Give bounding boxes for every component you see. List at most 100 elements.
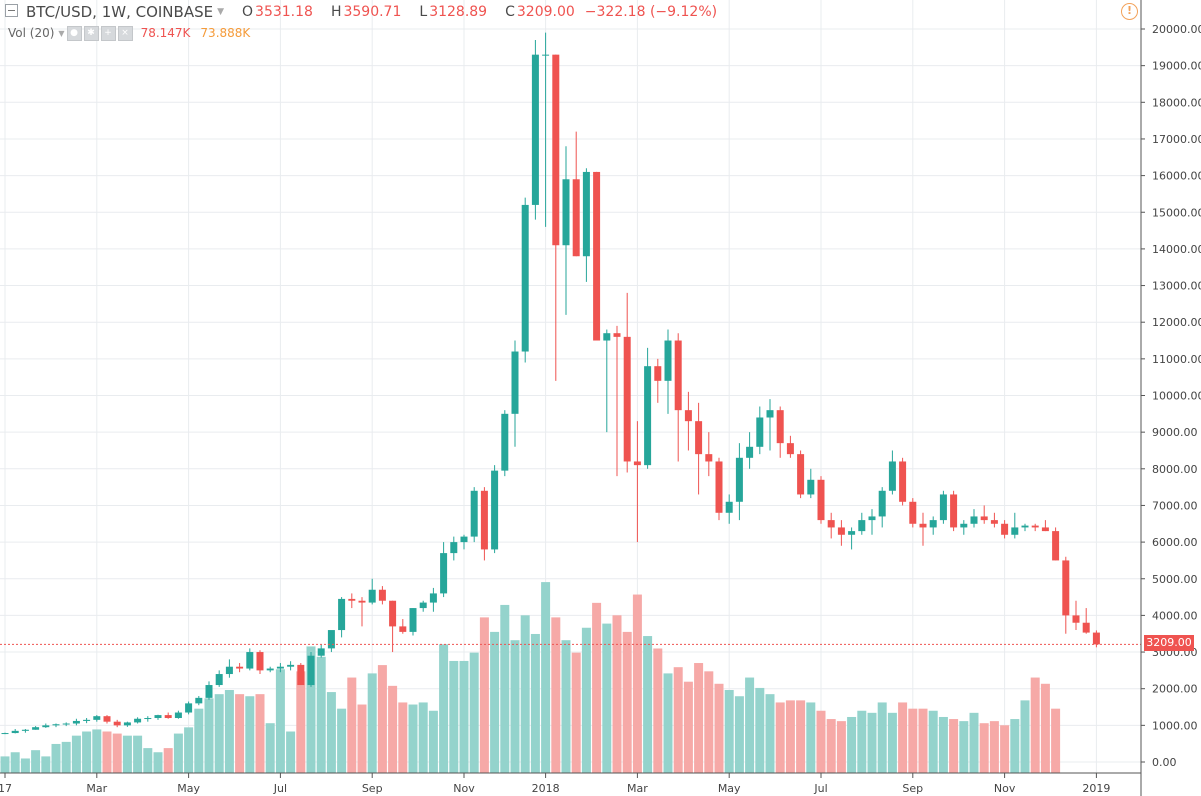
volume-bar: [224, 690, 234, 773]
volume-bar: [337, 708, 347, 773]
volume-bar: [704, 671, 714, 773]
candle-body: [480, 490, 488, 550]
volume-bar: [153, 752, 163, 773]
volume-bar: [571, 652, 581, 773]
y-tick-label: 16000.00: [1152, 170, 1201, 183]
volume-bar: [908, 708, 918, 773]
candle-body: [521, 204, 529, 352]
candle-body: [664, 340, 672, 381]
candle-body: [154, 715, 162, 719]
volume-bar: [612, 615, 622, 773]
volume-bar: [255, 694, 265, 773]
candle-body: [1052, 531, 1060, 561]
y-tick-label: 4000.00: [1152, 609, 1198, 622]
candle-body: [929, 520, 937, 528]
close-icon[interactable]: ×: [117, 25, 133, 41]
volume-bar: [734, 696, 744, 773]
x-tick-label: 2018: [532, 782, 560, 795]
candle-body: [899, 461, 907, 502]
candle-body: [1072, 615, 1080, 623]
volume-bar: [745, 677, 755, 773]
volume-bar: [541, 582, 551, 773]
volume-bar: [286, 731, 296, 773]
candle-body: [52, 724, 60, 726]
candle-body: [960, 523, 968, 528]
symbol-title[interactable]: BTC/USD, 1W, COINBASE: [26, 3, 214, 21]
candle-body: [501, 413, 509, 471]
collapse-legend-button[interactable]: [5, 4, 18, 17]
candle-body: [1092, 632, 1100, 645]
volume-bar: [1020, 700, 1030, 773]
candlesticks: [1, 32, 1100, 735]
candle-body: [837, 527, 845, 535]
x-tick-label: Sep: [362, 782, 383, 795]
volume-bar: [1000, 725, 1010, 773]
candle-body: [450, 542, 458, 554]
volume-bar: [10, 752, 20, 773]
volume-bar: [357, 704, 367, 773]
candle-body: [287, 664, 295, 667]
candle-body: [348, 598, 356, 601]
candle-body: [72, 720, 80, 724]
candle-body: [215, 674, 223, 686]
volume-bar: [184, 727, 194, 773]
candle-body: [1041, 527, 1049, 532]
eye-icon[interactable]: ●: [66, 25, 82, 41]
volume-indicator-name[interactable]: Vol (20): [8, 26, 55, 40]
open-value: 3531.18: [255, 4, 313, 20]
volume-bar: [969, 712, 979, 773]
x-tick-label: Nov: [994, 782, 1016, 795]
volume-bar: [694, 663, 704, 773]
alert-icon[interactable]: !: [1121, 3, 1138, 20]
chevron-down-icon[interactable]: ▼: [58, 28, 65, 38]
volume-bar: [979, 723, 989, 773]
volume-bar: [0, 756, 10, 773]
candle-body: [11, 730, 19, 734]
candle-body: [776, 410, 784, 444]
volume-bar: [775, 702, 785, 773]
candle-body: [1082, 622, 1090, 633]
candle-body: [797, 454, 805, 495]
candle-body: [511, 351, 519, 414]
candle-body: [123, 722, 131, 726]
volume-bar: [530, 633, 540, 773]
candle-body: [327, 630, 335, 649]
change-value: −322.18 (−9.12%): [584, 4, 718, 20]
candle-body: [297, 664, 305, 686]
volume-bar: [918, 708, 928, 773]
volume-bar: [326, 692, 336, 773]
candle-body: [62, 723, 70, 725]
volume-bar: [173, 733, 183, 773]
add-icon[interactable]: +: [100, 25, 116, 41]
volume-bar: [408, 704, 418, 773]
x-tick-label: Mar: [86, 782, 107, 795]
candle-body: [725, 501, 733, 513]
candle-body: [317, 648, 325, 656]
x-tick-label: Mar: [627, 782, 648, 795]
candle-body: [674, 340, 682, 411]
high-label: H: [330, 4, 342, 20]
candle-body: [409, 608, 417, 632]
candle-body: [868, 516, 876, 521]
settings-icon[interactable]: ✱: [83, 25, 99, 41]
x-tick-label: May: [718, 782, 741, 795]
volume-bar: [82, 731, 92, 773]
candle-body: [542, 54, 550, 56]
volume-bar: [214, 694, 224, 773]
chevron-down-icon[interactable]: ▼: [217, 7, 224, 17]
candle-body: [205, 685, 213, 698]
volume-bar: [673, 667, 683, 773]
candle-body: [338, 598, 346, 631]
volume-bar: [235, 694, 245, 773]
candle-body: [276, 666, 284, 669]
close-value: 3209.00: [516, 4, 575, 20]
y-tick-label: 9000.00: [1152, 426, 1198, 439]
volume-bar: [765, 694, 775, 773]
candle-body: [878, 490, 886, 517]
y-tick-label: 14000.00: [1152, 243, 1201, 256]
candle-body: [368, 589, 376, 603]
x-axis: 17 Mar May Jul Sep Nov 2018 Mar May Jul Sep Nov 2019: [0, 773, 1110, 795]
volume-bar: [785, 700, 795, 773]
candle-body: [633, 461, 641, 466]
